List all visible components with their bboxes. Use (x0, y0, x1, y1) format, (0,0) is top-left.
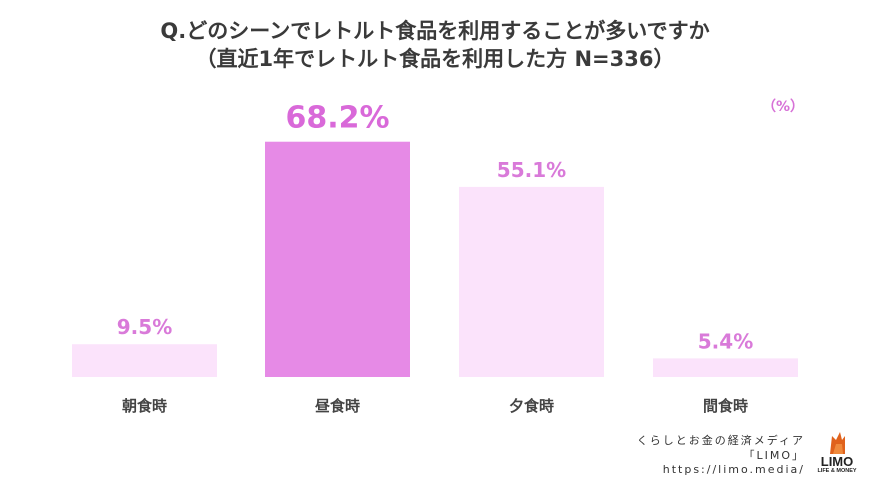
bar-4 (653, 358, 798, 377)
category-label-3: 夕食時 (509, 397, 554, 415)
category-label-1: 朝食時 (122, 397, 167, 415)
footer-tagline: くらしとお金の経済メディア (636, 434, 805, 447)
unit-label: （%） (762, 99, 805, 115)
logo-wordmark: LIMO (820, 454, 854, 469)
bar-2 (265, 141, 410, 377)
logo-subtitle: LIFE & MONEY (817, 468, 857, 474)
data-label-3: 55.1% (497, 158, 566, 182)
fox-icon (830, 432, 845, 454)
bar-3 (459, 186, 604, 377)
footer-credit: くらしとお金の経済メディア 「LIMO」 https://limo.media/ (560, 434, 805, 478)
data-label-1: 9.5% (117, 315, 172, 339)
chart-title-line-1: Q.どのシーンでレトルト食品を利用することが多いですか (160, 19, 710, 43)
data-label-4: 5.4% (698, 329, 753, 353)
category-label-4: 間食時 (703, 397, 748, 415)
limo-logo: LIMO LIFE & MONEY (812, 430, 862, 478)
category-label-2: 昼食時 (315, 397, 360, 415)
data-label-2: 68.2% (285, 101, 389, 136)
bar-1 (72, 344, 217, 377)
chart-title-line-2: （直近1年でレトルト食品を利用した方 N=336） (195, 47, 675, 71)
footer-url: https://limo.media/ (662, 463, 805, 476)
footer-brand: 「LIMO」 (743, 448, 805, 462)
